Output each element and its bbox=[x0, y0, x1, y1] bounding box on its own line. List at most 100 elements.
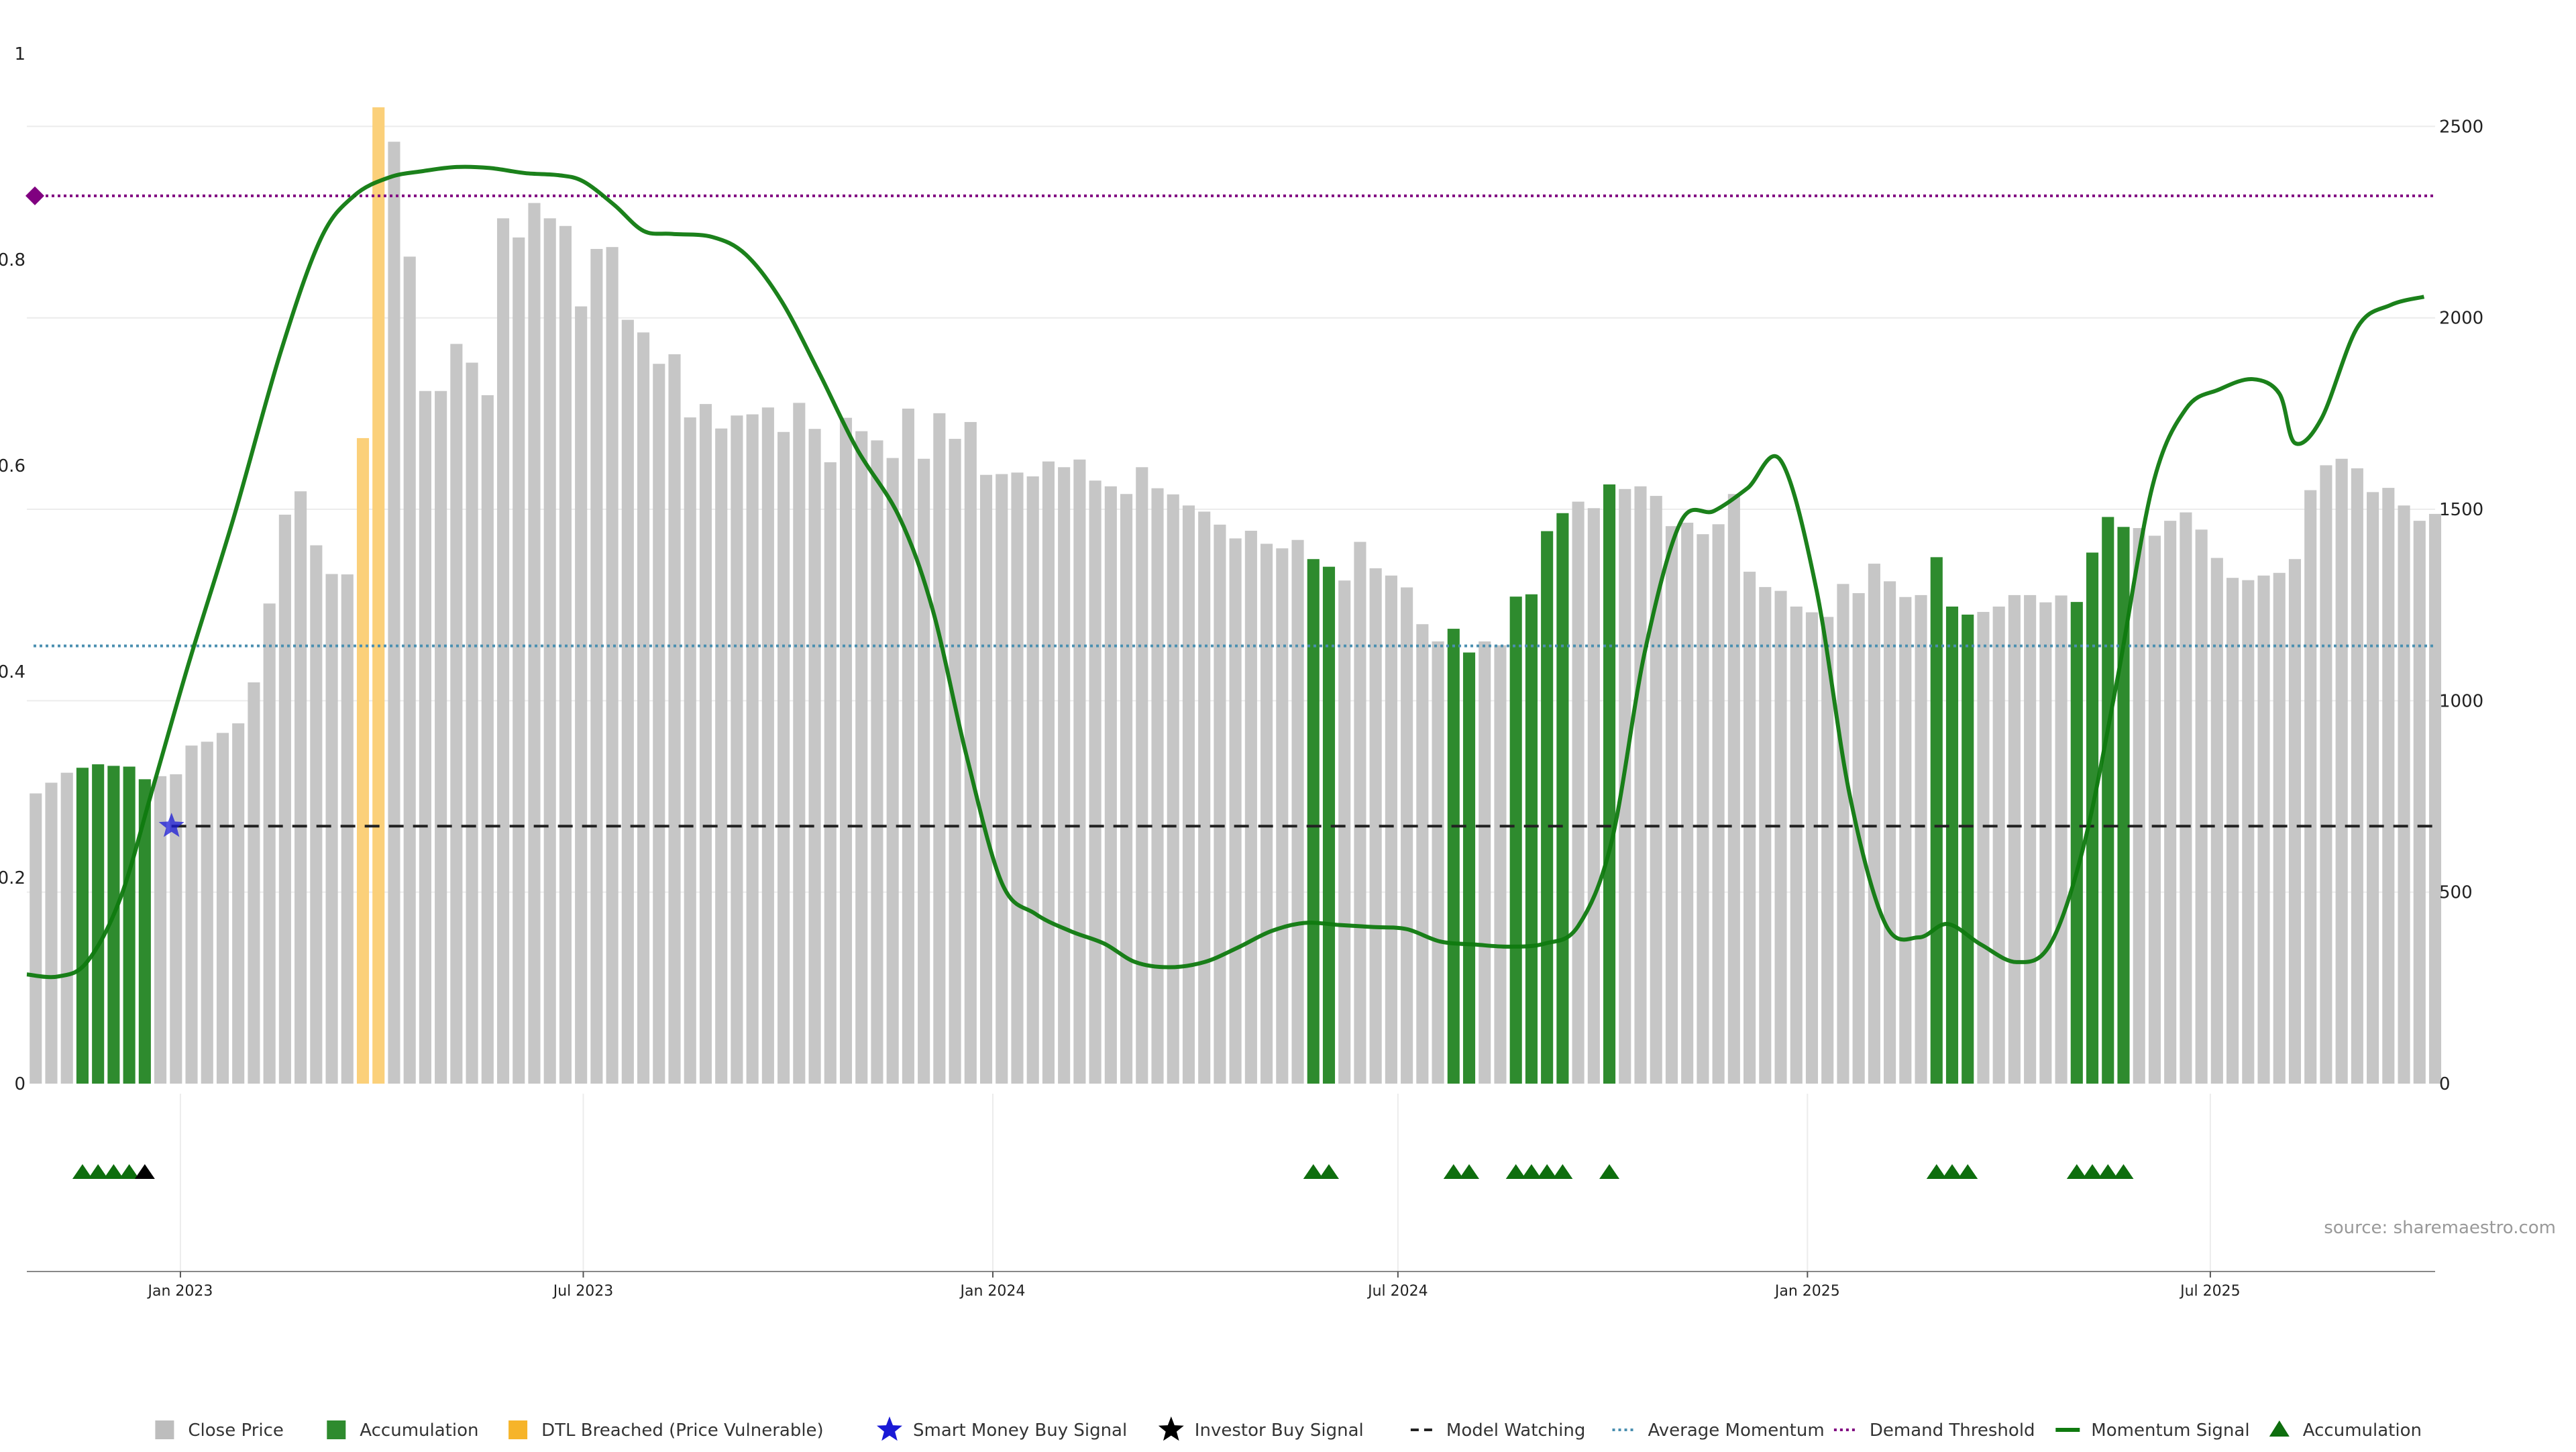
accumulation-triangle-marker bbox=[1318, 1164, 1339, 1179]
close-price-bar bbox=[1665, 526, 1678, 1084]
close-price-bar bbox=[1214, 524, 1226, 1084]
close-price-bar bbox=[637, 332, 650, 1084]
accumulation-bar bbox=[1509, 597, 1522, 1084]
close-price-bar bbox=[170, 774, 182, 1084]
close-price-bar bbox=[2413, 521, 2426, 1084]
close-price-bar bbox=[2320, 465, 2332, 1084]
right-axis-tick-label: 1500 bbox=[2439, 500, 2483, 520]
accumulation-bar bbox=[1945, 606, 1959, 1084]
close-price-bar bbox=[684, 417, 696, 1084]
left-axis-tick-label: 1 bbox=[14, 44, 25, 64]
close-price-bar bbox=[777, 431, 790, 1084]
accumulation-triangle-marker bbox=[2098, 1164, 2118, 1179]
close-price-bar bbox=[325, 574, 338, 1084]
close-price-bar bbox=[45, 782, 58, 1084]
close-price-bar bbox=[1743, 572, 1756, 1084]
legend-triangle-icon bbox=[2269, 1420, 2290, 1437]
close-price-bar bbox=[185, 745, 198, 1084]
close-price-bar bbox=[1821, 617, 1834, 1084]
close-price-bar bbox=[933, 413, 946, 1084]
close-price-bar bbox=[1587, 508, 1600, 1084]
close-price-bar bbox=[1790, 606, 1803, 1084]
accumulation-triangle-marker bbox=[119, 1164, 140, 1179]
close-price-bar bbox=[1026, 476, 1039, 1084]
close-price-bar bbox=[310, 545, 323, 1084]
legend-label: Model Watching bbox=[1446, 1420, 1585, 1441]
accumulation-bar bbox=[1556, 513, 1569, 1084]
legend-item-demand_threshold: Demand Threshold bbox=[1833, 1420, 2035, 1441]
close-price-bar bbox=[2382, 488, 2395, 1084]
close-price-bar bbox=[481, 395, 494, 1084]
accumulation-bar bbox=[138, 779, 151, 1084]
momentum-signal-line bbox=[26, 164, 2425, 980]
legend-item-accumulation_marker: Accumulation bbox=[2269, 1420, 2422, 1441]
accumulation-bar bbox=[1962, 614, 1974, 1084]
close-price-bar bbox=[1479, 641, 1491, 1084]
close-price-bar bbox=[1416, 624, 1429, 1084]
close-price-bar bbox=[1073, 459, 1086, 1084]
close-price-bar bbox=[528, 203, 541, 1084]
close-price-bar bbox=[653, 364, 665, 1084]
close-price-bar bbox=[2164, 521, 2177, 1084]
accumulation-triangle-marker bbox=[103, 1164, 124, 1179]
close-price-bar bbox=[2008, 594, 2021, 1084]
close-price-bar bbox=[1369, 568, 1382, 1084]
accumulation-bar bbox=[2086, 552, 2099, 1084]
accumulation-triangle-marker bbox=[1599, 1164, 1620, 1179]
left-axis-tick-label: 0.8 bbox=[0, 250, 25, 270]
close-price-bar bbox=[278, 515, 291, 1084]
close-price-bar bbox=[808, 429, 821, 1084]
left-axis-tick-label: 0 bbox=[14, 1074, 25, 1094]
close-price-bar bbox=[513, 237, 525, 1084]
accumulation-bar bbox=[1462, 652, 1476, 1084]
close-price-bar bbox=[1244, 531, 1257, 1084]
close-price-bar bbox=[606, 247, 619, 1084]
close-price-bar bbox=[1229, 538, 1242, 1084]
accumulation-triangle-marker bbox=[1552, 1164, 1573, 1179]
close-price-bar bbox=[1899, 597, 1912, 1084]
legend-swatch bbox=[508, 1420, 528, 1439]
dtl-breached-bar bbox=[356, 437, 370, 1084]
close-price-bar bbox=[1167, 494, 1179, 1084]
close-price-bar bbox=[731, 415, 743, 1084]
axis-layer: 0 0.2 0.4 0.6 0.8 1 0 500 1000 1500 2000 2500 Jan 20… bbox=[0, 44, 2483, 1300]
close-price-bar bbox=[1104, 486, 1117, 1084]
close-price-bar bbox=[2133, 528, 2145, 1084]
close-price-bar bbox=[1291, 539, 1304, 1084]
close-price-bar bbox=[668, 354, 681, 1084]
close-price-bar bbox=[964, 421, 977, 1084]
close-price-bar bbox=[824, 462, 837, 1084]
close-price-bar bbox=[2195, 529, 2208, 1084]
close-price-bar bbox=[232, 723, 245, 1084]
close-price-bar bbox=[2148, 535, 2161, 1084]
close-price-bar bbox=[419, 391, 431, 1084]
accumulation-bar bbox=[1930, 557, 1943, 1084]
x-axis-tick-label: Jul 2025 bbox=[2179, 1283, 2241, 1300]
accumulation-bar bbox=[107, 766, 120, 1084]
close-price-bar bbox=[294, 491, 307, 1084]
close-price-bar bbox=[1868, 564, 1880, 1084]
accumulation-bar bbox=[1541, 531, 1554, 1084]
legend-label: Investor Buy Signal bbox=[1195, 1420, 1364, 1441]
accumulation-triangle-marker bbox=[88, 1164, 109, 1179]
legend-label: Close Price bbox=[188, 1420, 284, 1441]
close-price-bar bbox=[403, 256, 416, 1084]
legend-item-smart_money: Smart Money Buy Signal bbox=[877, 1416, 1127, 1441]
close-price-bar bbox=[1089, 480, 1102, 1084]
accumulation-bar bbox=[1307, 559, 1320, 1084]
left-axis-tick-label: 0.6 bbox=[0, 456, 25, 476]
accumulation-triangle-marker bbox=[1459, 1164, 1480, 1179]
close-price-bar bbox=[1697, 534, 1709, 1084]
close-price-bar bbox=[1805, 612, 1819, 1084]
accumulation-triangle-marker bbox=[2082, 1164, 2103, 1179]
close-price-bar bbox=[466, 362, 478, 1084]
left-axis-tick-label: 0.2 bbox=[0, 868, 25, 888]
right-axis-tick-label: 0 bbox=[2439, 1074, 2451, 1094]
close-price-bar bbox=[2367, 492, 2379, 1084]
close-price-bar bbox=[248, 682, 260, 1084]
close-price-bar bbox=[1276, 548, 1289, 1084]
close-price-bar bbox=[201, 741, 213, 1084]
close-price-bar bbox=[1432, 641, 1444, 1084]
legend-star-icon bbox=[1158, 1416, 1184, 1441]
